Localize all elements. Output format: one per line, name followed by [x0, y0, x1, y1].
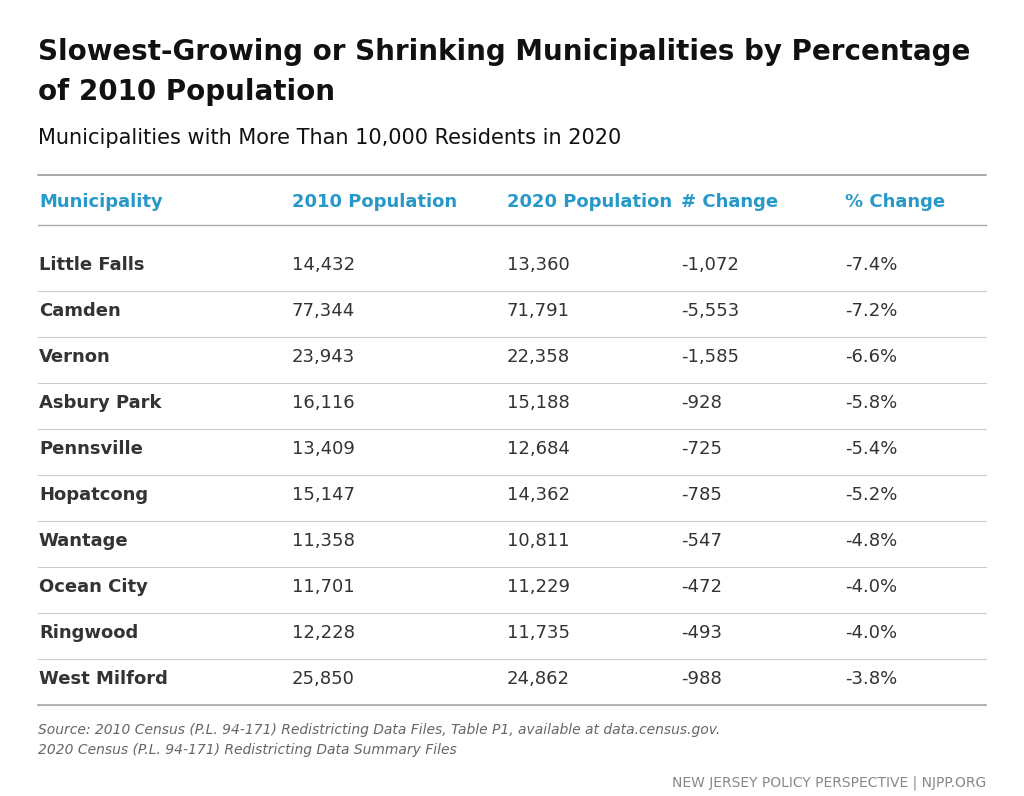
- Text: 16,116: 16,116: [292, 394, 354, 412]
- Text: Pennsville: Pennsville: [39, 440, 142, 458]
- Text: 14,362: 14,362: [507, 486, 570, 504]
- Text: -1,072: -1,072: [681, 256, 739, 274]
- Text: -3.8%: -3.8%: [845, 670, 897, 688]
- Text: -5.8%: -5.8%: [845, 394, 897, 412]
- Text: Ringwood: Ringwood: [39, 624, 138, 642]
- Text: -988: -988: [681, 670, 722, 688]
- Text: 12,228: 12,228: [292, 624, 355, 642]
- Text: -725: -725: [681, 440, 722, 458]
- Text: # Change: # Change: [681, 193, 778, 211]
- Text: -472: -472: [681, 578, 722, 596]
- Text: -785: -785: [681, 486, 722, 504]
- Text: 2010 Population: 2010 Population: [292, 193, 457, 211]
- Text: of 2010 Population: of 2010 Population: [38, 78, 335, 106]
- Text: 11,735: 11,735: [507, 624, 570, 642]
- Text: Asbury Park: Asbury Park: [39, 394, 162, 412]
- Text: 11,701: 11,701: [292, 578, 354, 596]
- Text: 13,360: 13,360: [507, 256, 569, 274]
- Text: -5,553: -5,553: [681, 302, 739, 320]
- Text: 2020 Population: 2020 Population: [507, 193, 672, 211]
- Text: 23,943: 23,943: [292, 348, 355, 366]
- Text: -493: -493: [681, 624, 722, 642]
- Text: 15,188: 15,188: [507, 394, 569, 412]
- Text: 11,229: 11,229: [507, 578, 570, 596]
- Text: -547: -547: [681, 532, 722, 550]
- Text: Municipalities with More Than 10,000 Residents in 2020: Municipalities with More Than 10,000 Res…: [38, 128, 622, 148]
- Text: -7.4%: -7.4%: [845, 256, 897, 274]
- Text: Little Falls: Little Falls: [39, 256, 144, 274]
- Text: NEW JERSEY POLICY PERSPECTIVE | NJPP.ORG: NEW JERSEY POLICY PERSPECTIVE | NJPP.ORG: [672, 776, 986, 790]
- Text: -7.2%: -7.2%: [845, 302, 897, 320]
- Text: 15,147: 15,147: [292, 486, 355, 504]
- Text: Source: 2010 Census (P.L. 94-171) Redistricting Data Files, Table P1, available : Source: 2010 Census (P.L. 94-171) Redist…: [38, 723, 720, 737]
- Text: Municipality: Municipality: [39, 193, 163, 211]
- Text: Camden: Camden: [39, 302, 121, 320]
- Text: Wantage: Wantage: [39, 532, 129, 550]
- Text: -5.2%: -5.2%: [845, 486, 897, 504]
- Text: 22,358: 22,358: [507, 348, 570, 366]
- Text: 71,791: 71,791: [507, 302, 570, 320]
- Text: 13,409: 13,409: [292, 440, 354, 458]
- Text: 12,684: 12,684: [507, 440, 569, 458]
- Text: -4.8%: -4.8%: [845, 532, 897, 550]
- Text: -4.0%: -4.0%: [845, 578, 897, 596]
- Text: Hopatcong: Hopatcong: [39, 486, 148, 504]
- Text: 11,358: 11,358: [292, 532, 354, 550]
- Text: 77,344: 77,344: [292, 302, 355, 320]
- Text: West Milford: West Milford: [39, 670, 168, 688]
- Text: Ocean City: Ocean City: [39, 578, 147, 596]
- Text: % Change: % Change: [845, 193, 945, 211]
- Text: 25,850: 25,850: [292, 670, 354, 688]
- Text: 10,811: 10,811: [507, 532, 569, 550]
- Text: -5.4%: -5.4%: [845, 440, 897, 458]
- Text: -1,585: -1,585: [681, 348, 739, 366]
- Text: 2020 Census (P.L. 94-171) Redistricting Data Summary Files: 2020 Census (P.L. 94-171) Redistricting …: [38, 743, 457, 757]
- Text: Vernon: Vernon: [39, 348, 111, 366]
- Text: -4.0%: -4.0%: [845, 624, 897, 642]
- Text: -6.6%: -6.6%: [845, 348, 897, 366]
- Text: 14,432: 14,432: [292, 256, 355, 274]
- Text: Slowest-Growing or Shrinking Municipalities by Percentage: Slowest-Growing or Shrinking Municipalit…: [38, 38, 971, 66]
- Text: 24,862: 24,862: [507, 670, 570, 688]
- Text: -928: -928: [681, 394, 722, 412]
